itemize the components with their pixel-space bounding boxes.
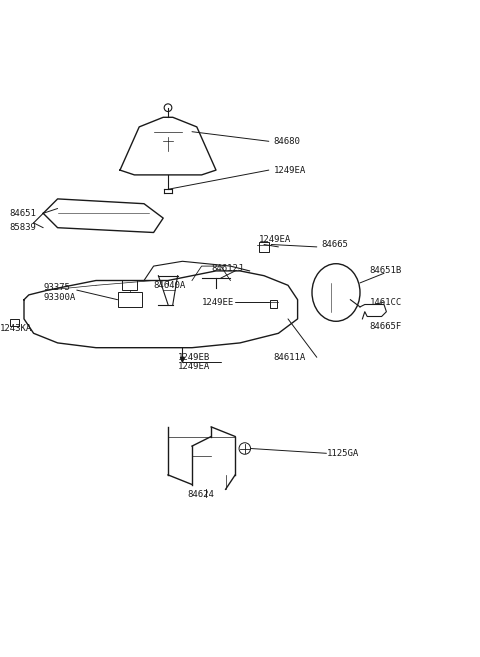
Text: 1461CC: 1461CC [370,298,402,307]
Text: 93375: 93375 [43,283,70,292]
Text: 1249EA: 1249EA [274,166,306,175]
FancyBboxPatch shape [270,300,277,308]
Text: 84611A: 84611A [274,353,306,362]
Text: 84665: 84665 [322,240,348,249]
Text: 1249EA: 1249EA [259,235,291,244]
Text: 84612J: 84612J [211,264,243,273]
Text: 84680: 84680 [274,137,300,146]
Text: 85839: 85839 [10,223,36,232]
Text: 84651B: 84651B [370,266,402,275]
Text: 1249EE: 1249EE [202,298,234,307]
FancyBboxPatch shape [118,292,142,307]
Text: 84651: 84651 [10,209,36,218]
Text: 1125GA: 1125GA [326,449,359,458]
Text: 84624: 84624 [187,489,214,499]
FancyBboxPatch shape [259,242,269,252]
Text: 84665F: 84665F [370,321,402,330]
Text: 1243KA: 1243KA [0,324,32,333]
Text: 1249EA: 1249EA [178,363,210,371]
Polygon shape [180,357,184,362]
Text: 84640A: 84640A [154,281,186,290]
FancyBboxPatch shape [10,319,19,326]
Ellipse shape [312,263,360,321]
Text: 93300A: 93300A [43,293,75,302]
Text: 1249EB: 1249EB [178,353,210,362]
FancyBboxPatch shape [122,281,137,290]
